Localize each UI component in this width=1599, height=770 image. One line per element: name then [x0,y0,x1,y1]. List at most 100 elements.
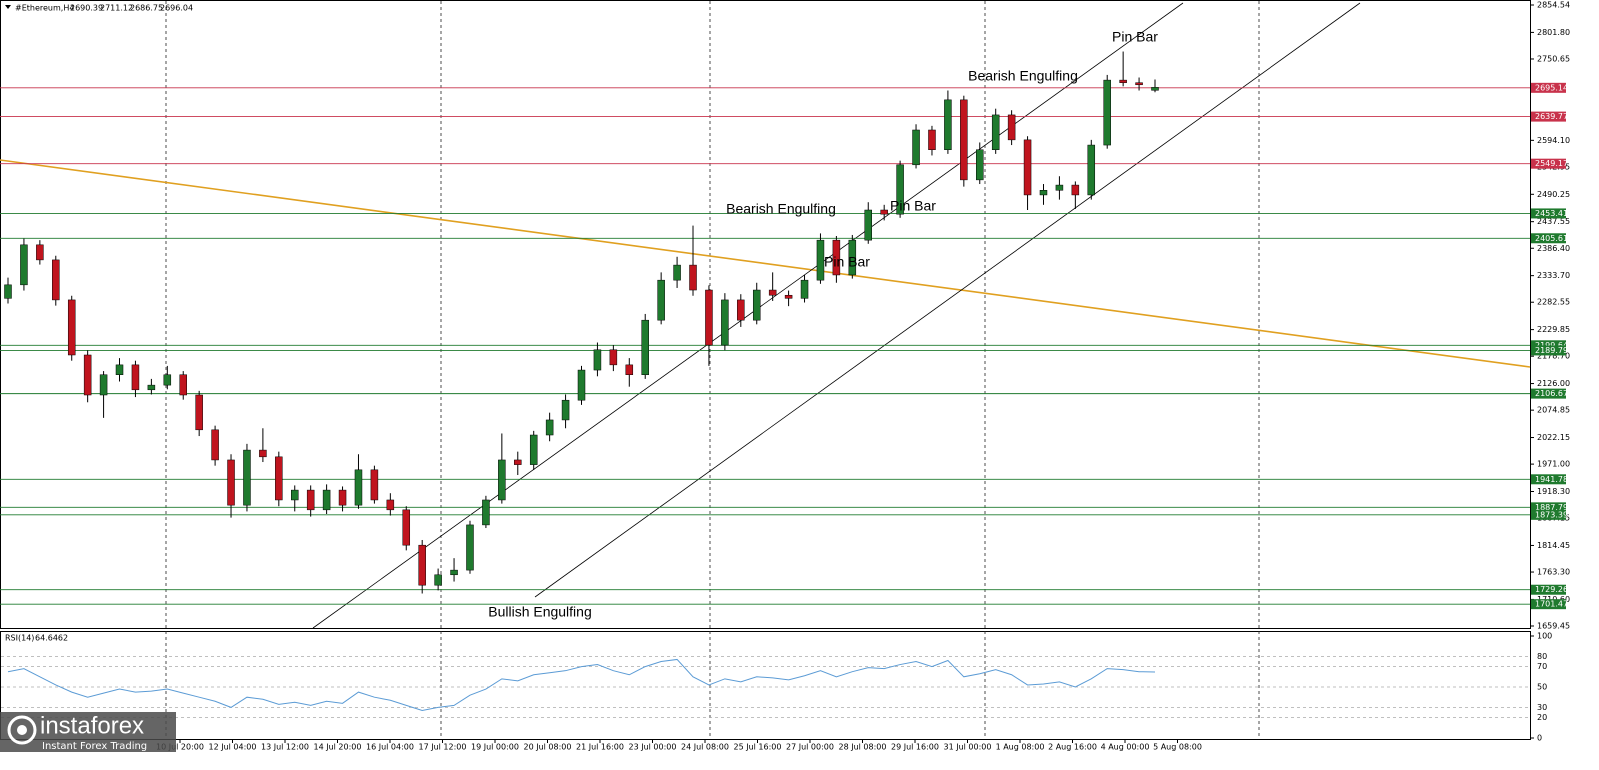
candle-body [912,129,920,166]
candle-body [721,299,729,346]
rsi-line [7,658,1156,711]
candle-body [306,489,315,511]
level-label-box [1531,509,1566,520]
level-label: 2106.67 [1535,389,1568,398]
level-label: 2549.17 [1535,159,1568,168]
candle-body [928,129,936,150]
y-tick-label: 2333.70 [1537,271,1570,280]
y-tick-label: 2854.54 [1537,1,1570,10]
candle-body [131,364,140,391]
candle-body [593,349,602,371]
candle-body [848,239,857,276]
candle-body [561,399,570,421]
ohlc-open: 2690.39 [70,4,103,13]
candle-body [482,499,490,526]
logo-icon [17,725,27,735]
ohlc-high: 2711.12 [100,4,133,13]
y-tick-label: 1763.30 [1537,568,1570,577]
candle-body [211,429,219,461]
candle-body [657,279,665,321]
level-label: 2453.41 [1535,209,1568,218]
logo-icon [7,715,37,745]
x-tick-label: 12 Jul 04:00 [209,743,257,752]
candle-body [1151,87,1159,91]
logo-name: instaforex [40,712,144,739]
level-label-box [1531,82,1566,93]
candle-body [83,354,92,396]
candle-body [705,289,713,346]
y-tick-label: 2126.00 [1537,379,1570,388]
level-label-box [1531,340,1566,351]
candle-body [450,569,458,576]
candle-body [163,374,172,386]
rsi-value: 64.6462 [35,634,68,643]
candle-body [1071,184,1080,196]
candle-body [545,419,554,436]
candle-body [768,289,777,296]
level-label-box [1531,233,1566,244]
y-tick-label: 2750.65 [1537,54,1570,63]
y-tick-label: 2178.70 [1537,352,1570,361]
annotation: Pin Bar [890,198,936,214]
candle-body [609,349,618,366]
candle-body [1119,79,1127,83]
level-label-box [1531,345,1566,356]
candle-body [1087,144,1096,196]
candle-body [784,294,793,299]
candle-body [529,434,538,465]
level-label-box [1531,111,1566,122]
x-tick-label: 24 Jul 08:00 [681,743,729,752]
y-tick-label: 2074.85 [1537,406,1570,415]
candle-body [466,524,474,571]
level-label-box [1531,584,1566,595]
candle-body [179,374,187,396]
ohlc-close: 2696.04 [160,4,193,13]
rsi-label: RSI(14) [5,634,34,643]
y-tick-label: 2801.80 [1537,28,1570,37]
candle-body [386,499,395,511]
candle-body [896,164,904,215]
candle-body [498,459,506,501]
rsi-tick-label: 30 [1537,703,1547,712]
candle-body [99,374,108,396]
x-tick-label: 25 Jul 16:00 [734,743,782,752]
level-label: 1887.79 [1535,503,1568,512]
candle-body [800,279,809,299]
candle-body [275,456,283,501]
level-label-box [1531,474,1566,485]
candle-body [514,459,522,465]
candle-body [147,384,156,391]
channel-line [534,2,1361,598]
channel-line [312,2,1184,629]
x-tick-label: 4 Aug 00:00 [1101,743,1150,752]
candle-body [1055,184,1064,191]
level-label: 2639.77 [1535,112,1568,121]
candle-body [960,99,968,181]
x-tick-label: 14 Jul 20:00 [314,743,362,752]
level-label: 1873.39 [1535,510,1568,519]
trend-line [0,159,1531,368]
rsi-tick-label: 0 [1537,734,1542,743]
candle-body [1023,139,1032,196]
x-tick-label: 31 Jul 00:00 [944,743,992,752]
level-label-box [1531,388,1566,399]
level-label-box [1531,599,1566,610]
candle-body [259,449,267,458]
y-tick-label: 2594.10 [1537,136,1570,145]
candle-body [864,209,872,241]
x-tick-label: 19 Jul 00:00 [471,743,519,752]
level-label: 1941.78 [1535,475,1568,484]
x-tick-label: 20 Jul 08:00 [524,743,572,752]
rsi-tick-label: 70 [1537,662,1547,671]
rsi-tick-label: 50 [1537,683,1547,692]
candle-body [944,99,952,150]
x-tick-label: 21 Jul 16:00 [576,743,624,752]
x-tick-label: 5 Aug 08:00 [1153,743,1202,752]
candle-body [673,264,681,281]
candle-body [370,469,379,501]
annotation: Pin Bar [824,254,870,270]
candle-body [737,299,745,321]
separators [165,1,1260,739]
x-tick-label: 2 Aug 16:00 [1048,743,1097,752]
